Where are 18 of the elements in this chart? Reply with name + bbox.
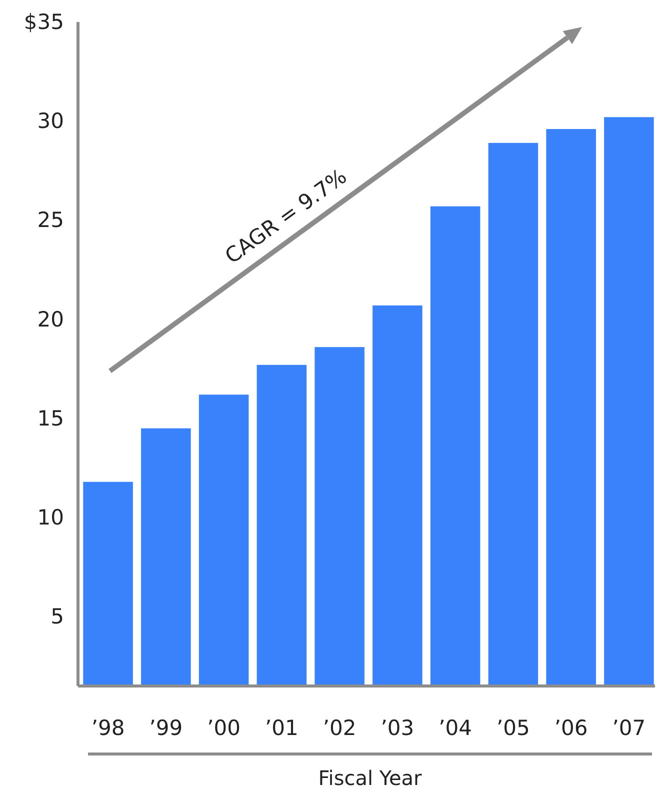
y-tick-label: $35	[24, 10, 64, 34]
x-tick-label: ’99	[149, 716, 183, 740]
y-tick-label: 15	[37, 406, 64, 430]
x-tick-label: ’03	[380, 716, 414, 740]
y-tick-label: 30	[37, 109, 64, 134]
x-tick-label: ’04	[438, 716, 472, 740]
x-tick-label: ’02	[322, 716, 356, 740]
x-tick-label: ’00	[207, 716, 241, 740]
x-tick-label: ’06	[554, 716, 588, 740]
y-tick-label: 25	[37, 208, 64, 232]
y-tick-label: 5	[50, 604, 64, 629]
y-tick-label: 20	[37, 307, 64, 332]
y-tick-label: 10	[37, 506, 64, 530]
x-tick-label: ’05	[496, 716, 530, 740]
x-tick-label: ’01	[264, 716, 298, 740]
x-tick-label: ’98	[91, 716, 125, 740]
x-tick-label: ’07	[612, 716, 646, 740]
x-axis-title: Fiscal Year	[318, 766, 423, 790]
